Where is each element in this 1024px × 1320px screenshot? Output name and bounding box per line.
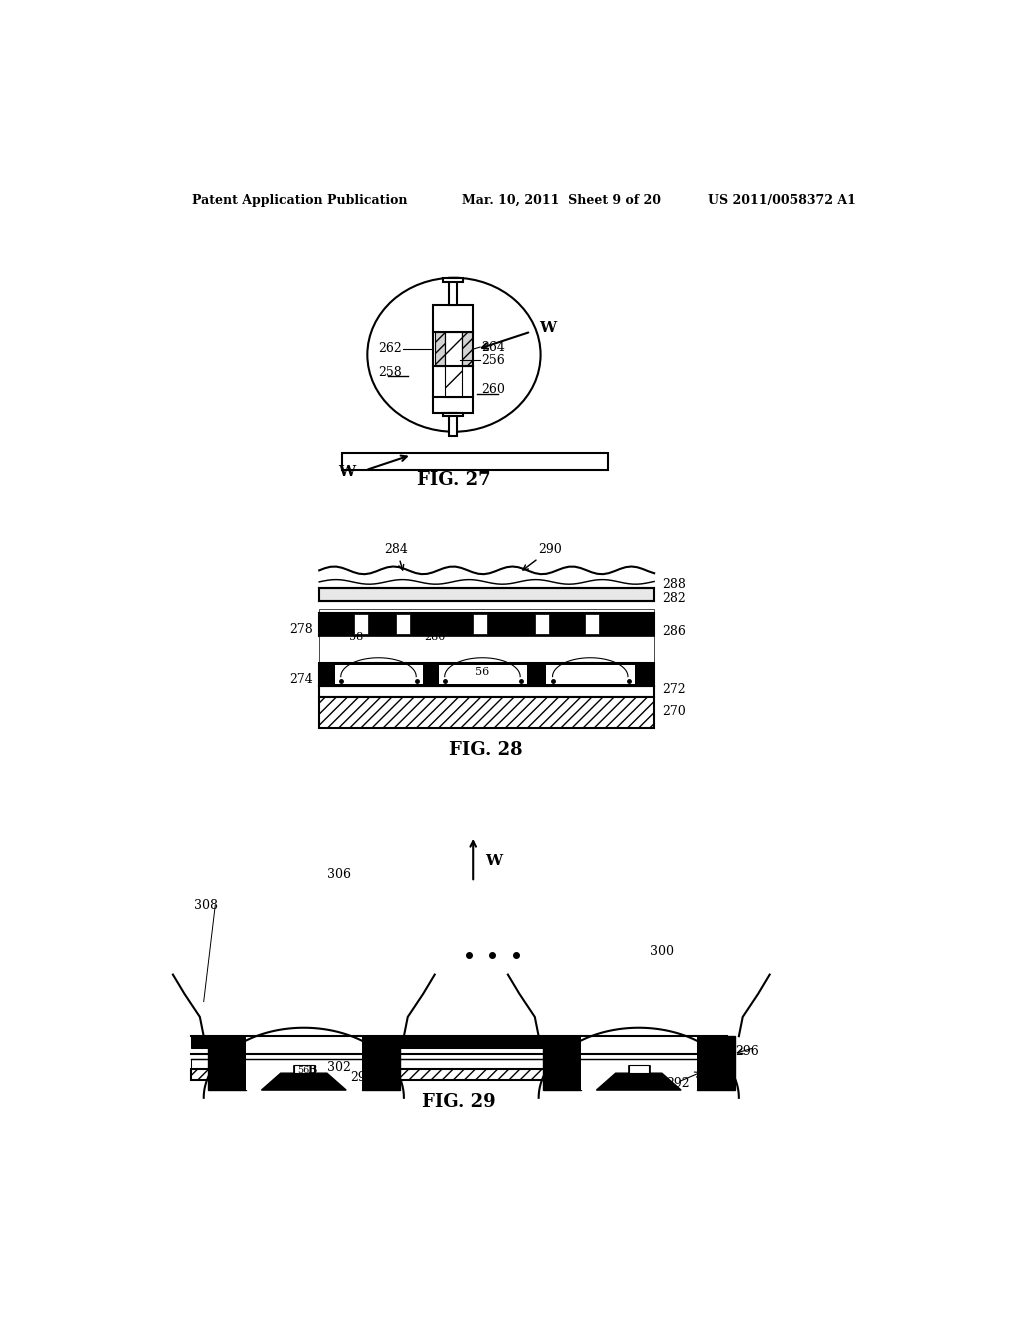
Text: W: W <box>539 321 556 335</box>
Text: Patent Application Publication: Patent Application Publication <box>193 194 408 207</box>
Text: FIG. 29: FIG. 29 <box>422 1093 496 1110</box>
Bar <box>628 1065 649 1073</box>
Text: 282: 282 <box>662 593 686 606</box>
Bar <box>450 277 457 305</box>
Bar <box>450 413 457 436</box>
Bar <box>535 614 549 635</box>
Bar <box>443 277 463 281</box>
Text: 294: 294 <box>367 1065 390 1078</box>
Text: B: B <box>307 1064 317 1074</box>
Bar <box>435 331 444 367</box>
Bar <box>444 331 462 397</box>
Text: US 2011/0058372 A1: US 2011/0058372 A1 <box>708 194 856 207</box>
Bar <box>319 589 654 601</box>
Bar <box>443 413 463 416</box>
Polygon shape <box>696 1036 735 1090</box>
Text: 278: 278 <box>290 623 313 636</box>
Text: 262: 262 <box>379 342 402 355</box>
Bar <box>585 614 599 635</box>
Text: 306: 306 <box>327 869 351 880</box>
Bar <box>473 614 487 635</box>
Text: 58: 58 <box>349 632 364 642</box>
Bar <box>462 331 472 367</box>
Text: 274: 274 <box>290 673 313 686</box>
Text: FIG. 27: FIG. 27 <box>417 471 490 490</box>
Polygon shape <box>261 1073 346 1090</box>
Bar <box>190 1059 727 1069</box>
Bar <box>319 636 654 663</box>
Bar <box>629 1065 649 1073</box>
Text: 300: 300 <box>650 945 675 958</box>
Text: 308: 308 <box>195 899 218 912</box>
Polygon shape <box>208 1036 246 1090</box>
Text: 260: 260 <box>481 383 505 396</box>
Bar <box>293 1065 314 1073</box>
Text: 272: 272 <box>662 684 685 696</box>
Text: 258: 258 <box>379 366 402 379</box>
Bar <box>396 614 410 635</box>
Text: 56: 56 <box>298 1065 310 1074</box>
Text: Mar. 10, 2011  Sheet 9 of 20: Mar. 10, 2011 Sheet 9 of 20 <box>462 194 660 207</box>
Text: 264: 264 <box>481 341 505 354</box>
Bar <box>190 1069 727 1080</box>
Bar <box>433 305 473 412</box>
Text: 296: 296 <box>735 1045 759 1059</box>
Bar <box>319 609 654 612</box>
Bar <box>438 665 527 684</box>
Text: 256: 256 <box>481 354 505 367</box>
Bar <box>342 453 608 470</box>
Text: 290: 290 <box>523 543 562 570</box>
Text: W: W <box>484 854 502 869</box>
Text: 286: 286 <box>662 626 686 639</box>
Bar <box>319 686 654 697</box>
Text: 280: 280 <box>424 632 445 642</box>
Text: W: W <box>338 465 355 479</box>
Bar <box>294 1065 313 1073</box>
Bar <box>547 665 635 684</box>
Text: 298: 298 <box>350 1071 374 1084</box>
Bar <box>335 665 423 684</box>
Bar <box>581 1036 696 1090</box>
Text: 284: 284 <box>385 543 409 570</box>
Bar <box>319 697 654 729</box>
Bar <box>190 1036 727 1048</box>
Text: 304: 304 <box>222 1063 246 1076</box>
Text: 56: 56 <box>475 667 489 677</box>
Text: 288: 288 <box>662 578 686 591</box>
Text: FIG. 28: FIG. 28 <box>450 741 523 759</box>
Polygon shape <box>361 1036 400 1090</box>
Text: 270: 270 <box>662 705 686 718</box>
Bar <box>319 663 654 686</box>
Bar <box>354 614 368 635</box>
Text: 292: 292 <box>666 1077 689 1090</box>
Polygon shape <box>596 1073 681 1090</box>
Bar <box>246 1036 361 1090</box>
Text: 302: 302 <box>327 1061 351 1074</box>
Bar <box>319 612 654 636</box>
Polygon shape <box>543 1036 581 1090</box>
